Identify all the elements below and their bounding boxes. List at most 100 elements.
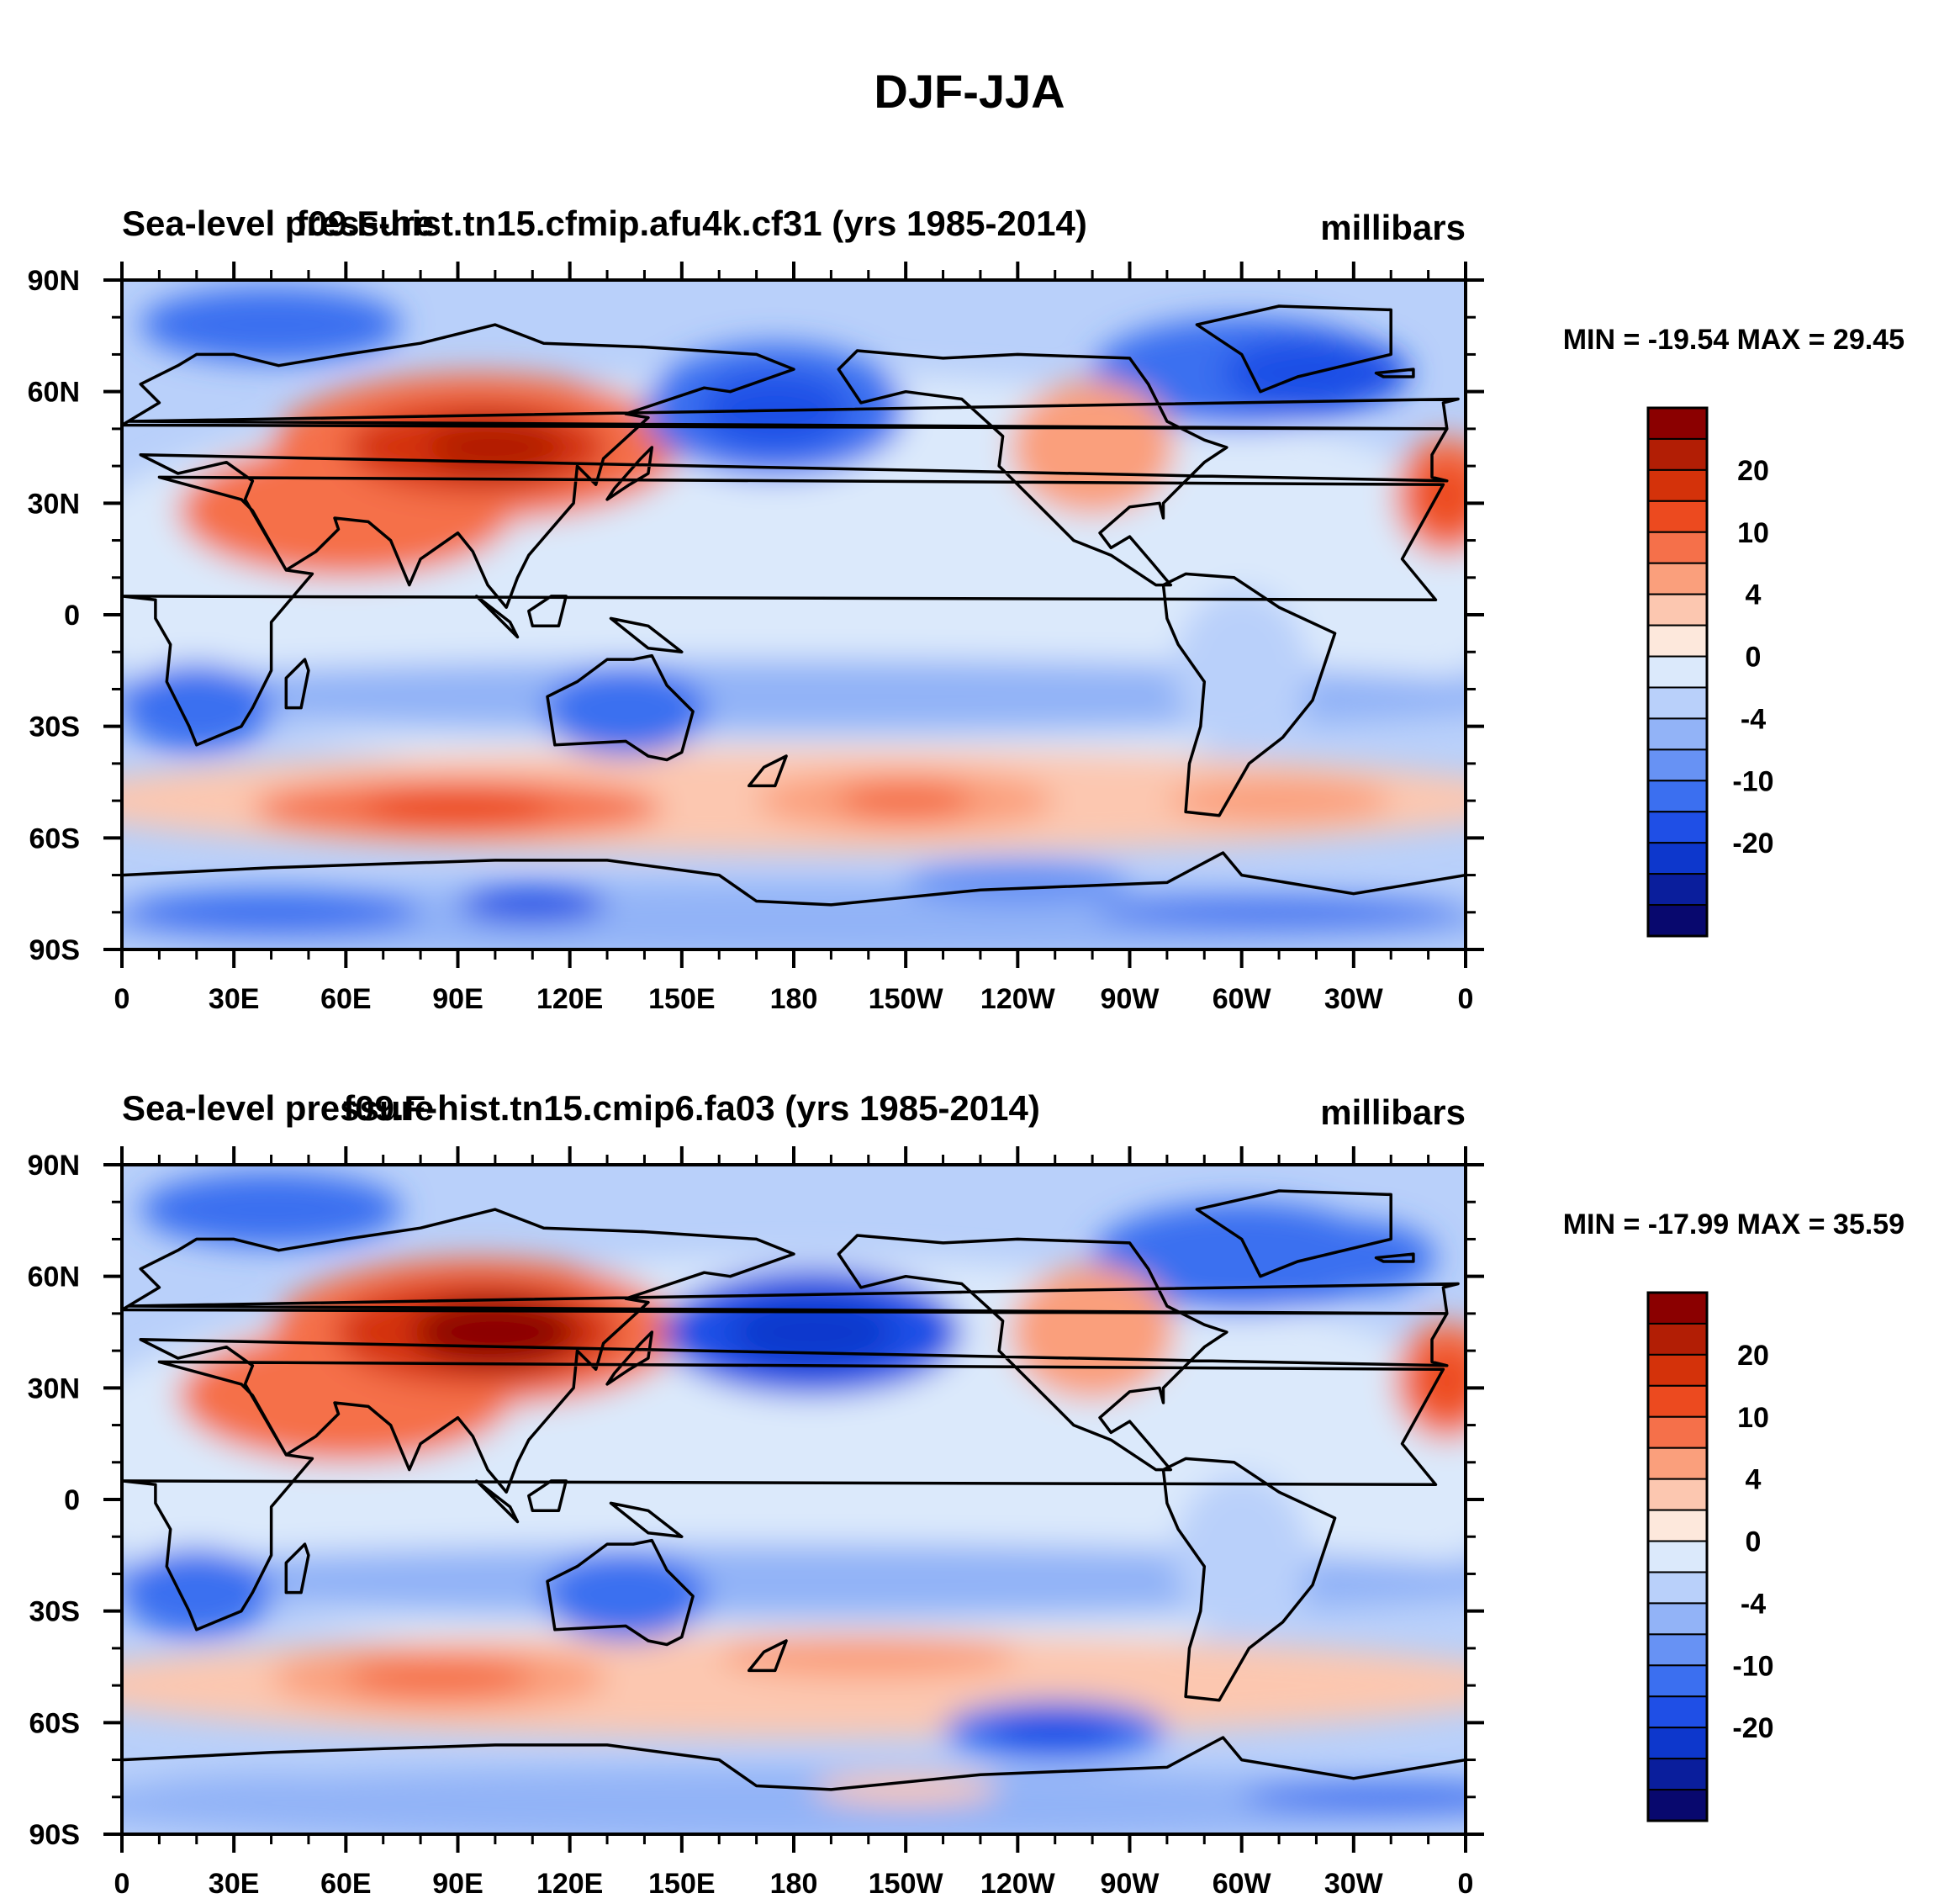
pressure-field: [122, 280, 1466, 949]
panel-1: Sea-level pressuref09.F-hist.tn15.cfmip.…: [28, 204, 1905, 1015]
colorbar-swatch: [1647, 1695, 1708, 1729]
field-contour-region: [1174, 1473, 1309, 1637]
field-contour-region: [1174, 589, 1309, 753]
field-contour-region: [906, 859, 1130, 905]
x-tick-label: 150W: [869, 983, 944, 1015]
x-tick-label: 150E: [648, 1868, 715, 1900]
field-contour-region: [122, 663, 272, 753]
colorbar-swatch: [1647, 717, 1708, 751]
colorbar-swatch: [1647, 1727, 1708, 1760]
panel-units: millibars: [1320, 1092, 1466, 1132]
field-contour-region: [543, 666, 708, 757]
colorbar-swatch: [1647, 842, 1708, 875]
colorbar-swatch: [1647, 904, 1708, 938]
colorbar-label: -10: [1732, 765, 1773, 797]
colorbar-swatch: [1647, 562, 1708, 595]
x-tick-label: 60W: [1213, 1868, 1272, 1900]
field-contour-region: [122, 1544, 1466, 1619]
field-contour-region: [543, 1551, 708, 1642]
panel-center-title: f09.F-hist.tn15.cmip6.fa03 (yrs 1985-201…: [343, 1088, 1040, 1128]
x-tick-label: 0: [1458, 1868, 1474, 1900]
x-tick-label: 60E: [320, 1868, 372, 1900]
colorbar-label: 20: [1737, 455, 1769, 487]
colorbar-swatch: [1647, 1509, 1708, 1542]
panel-left-title: Sea-level pressure: [122, 204, 434, 243]
y-tick-label: 30S: [29, 1596, 81, 1628]
x-tick-label: 30E: [209, 1868, 260, 1900]
colorbar-swatch: [1647, 873, 1708, 907]
colorbar-label: -20: [1732, 1712, 1773, 1744]
panel-left-title: Sea-level pressure: [122, 1088, 434, 1128]
colorbar-label: 4: [1746, 579, 1762, 611]
x-tick-label: 120E: [536, 983, 603, 1015]
x-tick-label: 30E: [209, 983, 260, 1015]
colorbar-label: 0: [1746, 1526, 1762, 1558]
x-tick-label: 0: [1458, 983, 1474, 1015]
colorbar-swatch: [1647, 1322, 1708, 1356]
x-tick-label: 0: [114, 1868, 130, 1900]
colorbar-swatch: [1647, 1758, 1708, 1791]
y-tick-label: 30N: [28, 1372, 80, 1404]
colorbar-frame: [1646, 1291, 1709, 1822]
field-contour-region: [364, 789, 552, 828]
panels: Sea-level pressuref09.F-hist.tn15.cfmip.…: [28, 204, 1905, 1900]
x-tick-label: 180: [770, 1868, 818, 1900]
colorbar-label: -4: [1741, 703, 1766, 735]
colorbar-swatch: [1647, 1447, 1708, 1480]
x-tick-label: 60W: [1213, 983, 1272, 1015]
y-tick-label: 60N: [28, 1261, 80, 1293]
min-max-stats: MIN = -19.54 MAX = 29.45: [1563, 324, 1905, 356]
colorbar-swatch: [1647, 1384, 1708, 1418]
colorbar-swatch: [1647, 1633, 1708, 1667]
x-tick-label: 150E: [648, 983, 715, 1015]
colorbar-swatch: [1647, 468, 1708, 502]
y-tick-label: 90S: [29, 1819, 81, 1851]
colorbar-label: -20: [1732, 828, 1773, 859]
x-tick-label: 60E: [320, 983, 372, 1015]
field-contour-region: [457, 886, 608, 924]
colorbar-swatch: [1647, 531, 1708, 564]
field-contour-region: [140, 1171, 402, 1247]
colorbar-swatch: [1647, 1602, 1708, 1636]
x-tick-label: 120W: [980, 983, 1056, 1015]
colorbar-swatch: [1647, 437, 1708, 471]
field-contour-region: [122, 1767, 1466, 1834]
field-contour-region: [122, 1547, 272, 1637]
min-max-stats: MIN = -17.99 MAX = 35.59: [1563, 1209, 1905, 1240]
y-tick-label: 90S: [29, 934, 81, 966]
colorbar-swatch: [1647, 593, 1708, 627]
colorbar-swatch: [1647, 655, 1708, 689]
colorbar-label: -4: [1741, 1588, 1766, 1620]
field-contour-region: [1010, 380, 1175, 515]
y-tick-label: 30N: [28, 488, 80, 520]
field-contour-region: [1092, 897, 1466, 928]
colorbar-frame: [1646, 406, 1709, 938]
field-contour-region: [987, 1711, 1123, 1749]
colorbar-swatch: [1647, 748, 1708, 782]
colorbar-swatch: [1647, 811, 1708, 844]
x-tick-label: 90W: [1101, 1868, 1160, 1900]
colorbar-label: -10: [1732, 1650, 1773, 1682]
field-contour-region: [838, 782, 974, 820]
colorbar-label: 0: [1746, 642, 1762, 674]
colorbar-swatch: [1647, 1540, 1708, 1573]
x-tick-label: 90W: [1101, 983, 1160, 1015]
y-tick-label: 60N: [28, 377, 80, 409]
colorbar-swatch: [1647, 407, 1708, 440]
y-tick-label: 30S: [29, 711, 81, 743]
colorbar: 20 10 4 0 -4 -10 -20: [1646, 1291, 1774, 1822]
x-tick-label: 30W: [1324, 983, 1384, 1015]
field-contour-region: [122, 1774, 421, 1820]
colorbar-swatch: [1647, 624, 1708, 658]
field-contour-region: [346, 1659, 533, 1697]
field-contour-region: [1241, 1782, 1466, 1812]
colorbar-swatch: [1647, 1353, 1708, 1387]
field-contour-region: [1417, 462, 1466, 530]
field-contour-region: [122, 882, 1466, 949]
continent-outlines: [122, 304, 1466, 907]
field-contour-region: [1166, 778, 1392, 823]
figure-title: DJF-JJA: [874, 65, 1065, 118]
colorbar-swatch: [1647, 1571, 1708, 1605]
x-tick-label: 30W: [1324, 1868, 1384, 1900]
